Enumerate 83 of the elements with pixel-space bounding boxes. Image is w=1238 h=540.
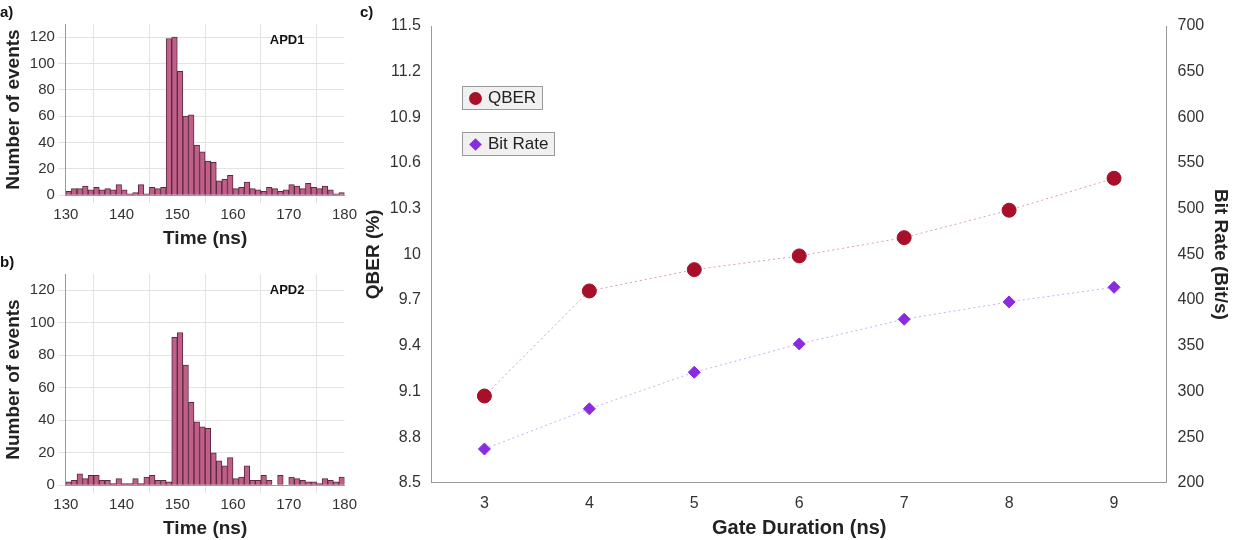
point	[791, 248, 807, 264]
x-tick-label: 140	[109, 205, 135, 223]
x-axis-title: Gate Duration (ns)	[712, 515, 887, 538]
x-tick-label: 170	[276, 205, 302, 223]
y-tick-label: 120	[29, 27, 55, 45]
y-tick-label: 60	[38, 106, 55, 124]
y-tick-label: 10.3	[389, 199, 422, 217]
y-tick-label: 120	[29, 280, 55, 298]
y-tick-label: 0	[46, 185, 55, 203]
y2-tick-label: 200	[1177, 473, 1205, 491]
x-tick-label: 150	[164, 495, 190, 513]
legend-label: QBER	[487, 88, 537, 108]
y-tick-label: 10.6	[389, 153, 422, 171]
y-tick-label: 9.1	[398, 381, 422, 399]
y2-tick-label: 600	[1177, 107, 1205, 125]
y-tick-label: 9.4	[398, 336, 422, 354]
x-tick-label: 5	[689, 493, 699, 511]
y-tick-label: 9.7	[398, 290, 422, 308]
x-axis-title: Time (ns)	[163, 516, 248, 538]
y2-tick-label: 550	[1177, 153, 1205, 171]
y2-tick-label: 700	[1177, 16, 1205, 34]
y-tick-label: 80	[38, 79, 55, 97]
x-tick-label: 150	[164, 205, 190, 223]
y-tick-label: 20	[38, 442, 55, 460]
x-tick-label: 160	[220, 495, 246, 513]
y2-tick-label: 350	[1177, 336, 1205, 354]
y2-tick-label: 400	[1177, 290, 1205, 308]
annotation: APD1	[269, 32, 305, 48]
x-tick-label: 7	[899, 493, 909, 511]
chart-title: c)	[360, 3, 374, 21]
point	[1107, 280, 1121, 294]
y-axis-title: Number of events	[1, 299, 23, 460]
x-tick-label: 170	[276, 495, 302, 513]
y-tick-label: 60	[38, 377, 55, 395]
point	[1106, 170, 1122, 186]
x-tick-label: 9	[1109, 493, 1119, 511]
y-tick-label: 8.8	[398, 427, 422, 445]
point	[581, 283, 597, 299]
y-axis-title: Number of events	[1, 29, 23, 190]
x-tick-label: 160	[220, 205, 246, 223]
point	[477, 442, 491, 456]
y-tick-label: 40	[38, 132, 55, 150]
x-tick-label: 180	[331, 495, 357, 513]
x-tick-label: 6	[794, 493, 804, 511]
y-tick-label: 100	[29, 53, 55, 71]
legend-label: Bit Rate	[487, 134, 549, 154]
y2-axis-title: Bit Rate (Bit/s)	[1211, 188, 1233, 320]
y-tick-label: 0	[46, 475, 55, 493]
point	[1001, 202, 1017, 218]
x-tick-label: 8	[1004, 493, 1014, 511]
point	[792, 337, 806, 351]
x-tick-label: 180	[331, 205, 357, 223]
x-tick-label: 130	[53, 495, 79, 513]
x-tick-label: 3	[479, 493, 489, 511]
point	[896, 230, 912, 246]
chart-title: a)	[0, 3, 14, 21]
y-tick-label: 20	[38, 159, 55, 176]
y-tick-label: 10	[403, 244, 422, 262]
point	[686, 262, 702, 278]
y-tick-label: 11.5	[390, 16, 422, 34]
y2-tick-label: 450	[1177, 244, 1205, 262]
y2-tick-label: 300	[1177, 381, 1205, 399]
x-axis-title: Time (ns)	[163, 226, 248, 248]
y2-tick-label: 500	[1177, 199, 1205, 217]
x-tick-label: 140	[109, 495, 135, 513]
y-tick-label: 8.5	[398, 473, 422, 491]
point	[1002, 295, 1016, 309]
y2-tick-label: 650	[1177, 62, 1205, 80]
y-tick-label: 100	[29, 312, 55, 330]
point	[687, 365, 701, 379]
point	[476, 388, 492, 404]
y-tick-label: 40	[38, 410, 55, 428]
annotation: APD2	[269, 282, 305, 298]
y-tick-label: 80	[38, 345, 55, 363]
y-tick-label: 10.9	[389, 107, 422, 125]
y2-tick-label: 250	[1177, 427, 1205, 445]
x-tick-label: 130	[53, 205, 79, 223]
x-tick-label: 4	[584, 493, 594, 511]
point	[897, 312, 911, 326]
y-tick-label: 11.2	[390, 62, 422, 80]
chart-title: b)	[0, 253, 15, 271]
point	[582, 402, 596, 416]
y-axis-title: QBER (%)	[361, 209, 383, 300]
